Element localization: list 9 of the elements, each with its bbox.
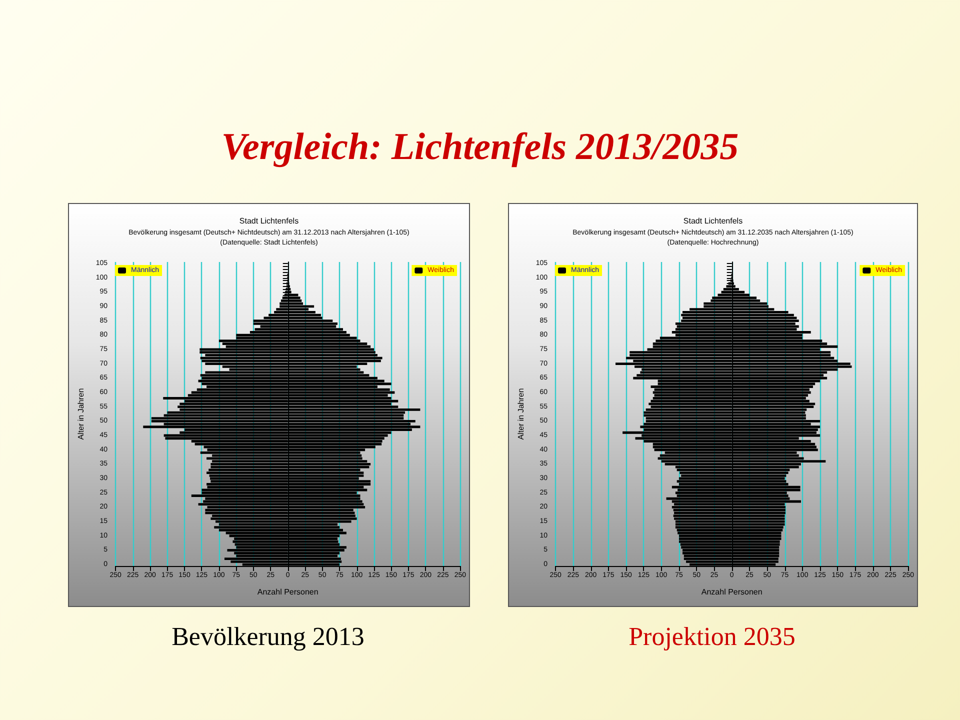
y-axis-title: Alter in Jahren [76,388,86,440]
text: Bevölkerung 2013 [170,622,366,652]
text: Projektion 2035 [628,622,796,652]
chart-title: Stadt Lichtenfels [239,216,299,226]
x-axis-title: Anzahl Personen [701,588,762,596]
text: Vergleich: Lichtenfels 2013/2035 [220,125,740,169]
chart-title: Stadt Lichtenfels [683,216,743,226]
x-axis-title: Anzahl Personen [257,588,318,596]
y-axis-title: Alter in Jahren [516,388,526,440]
